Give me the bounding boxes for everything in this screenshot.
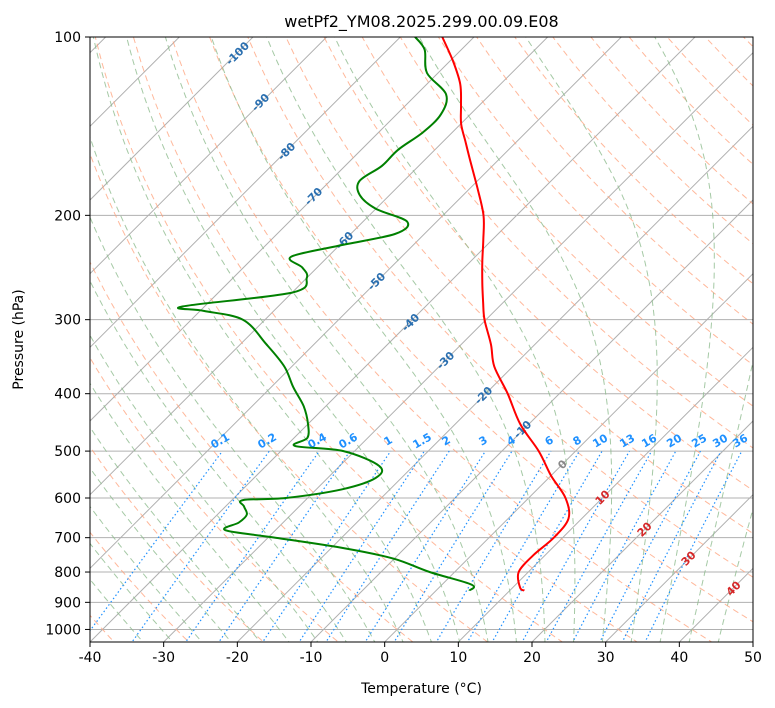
y-tick-label: 100 <box>54 30 81 46</box>
isotherm-line <box>90 37 254 201</box>
dry-adiabat-line <box>755 10 775 654</box>
isotherm-line <box>90 37 402 349</box>
y-axis-title: Pressure (hPa) <box>11 289 27 389</box>
y-tick-label: 800 <box>54 565 81 581</box>
mixing-ratio-line <box>545 450 653 642</box>
isotherm-line <box>0 10 59 654</box>
mixing-ratio-line <box>364 450 486 642</box>
dry-adiabat-line <box>132 37 638 642</box>
y-tick-label: 700 <box>54 531 81 547</box>
mixing-ratio-line <box>435 450 552 642</box>
moist-adiabat-line <box>90 279 347 642</box>
dry-adiabat-line <box>285 37 753 535</box>
y-tick-label: 500 <box>54 444 81 460</box>
mixing-ratio-line <box>572 450 677 642</box>
y-tick-label: 200 <box>54 208 81 224</box>
isotherm-line <box>310 199 753 642</box>
isotherm-line <box>90 37 181 128</box>
moist-adiabat-line <box>654 37 715 642</box>
isotherm-line <box>162 51 753 642</box>
isotherm-line <box>457 346 753 642</box>
dry-adiabat-line <box>90 152 489 642</box>
x-tick-label: 10 <box>449 650 467 666</box>
x-tick-label: -40 <box>79 650 102 666</box>
mixing-ratio-line <box>393 450 513 642</box>
y-tick-label: 400 <box>54 387 81 403</box>
isotherm-line <box>531 420 753 642</box>
dry-adiabat-line <box>170 37 713 642</box>
mixing-ratio-line <box>491 450 603 642</box>
background-lines <box>0 10 775 654</box>
mixing-ratio-line <box>298 450 425 642</box>
x-tick-label: -20 <box>226 650 249 666</box>
y-tick-label: 600 <box>54 491 81 507</box>
chart-title: wetPf2_YM08.2025.299.00.09.E08 <box>284 12 558 32</box>
moist-adiabat-line <box>90 382 290 642</box>
x-tick-label: -30 <box>152 650 175 666</box>
moist-adiabat-line <box>266 37 546 642</box>
y-tick-label: 300 <box>54 313 81 329</box>
dry-adiabat-line <box>90 446 265 642</box>
moist-adiabat-line <box>717 506 753 642</box>
dry-adiabat-line <box>209 37 753 623</box>
y-tick-label: 1000 <box>45 622 81 638</box>
moist-adiabat-line <box>418 37 613 642</box>
dry-adiabat-line <box>514 37 753 285</box>
dry-adiabat-line <box>94 37 564 642</box>
x-tick-label: -10 <box>300 650 323 666</box>
dry-adiabat-line <box>247 37 753 578</box>
plot-frame <box>89 36 754 643</box>
isotherm-line <box>90 37 549 496</box>
dry-adiabat-line <box>90 356 339 642</box>
x-tick-label: 0 <box>380 650 389 666</box>
dry-adiabat-line <box>476 37 753 325</box>
moist-adiabat-line <box>90 334 319 642</box>
mixing-ratio-line <box>325 450 450 642</box>
mixing-ratio-line <box>466 450 580 642</box>
x-axis-title: Temperature (°C) <box>360 681 482 697</box>
moist-adiabat-line <box>334 37 576 642</box>
dewpoint-line <box>177 37 475 592</box>
mixing-ratio-line <box>131 450 270 642</box>
dry-adiabat-line <box>361 37 753 449</box>
mixing-ratio-line <box>599 450 702 642</box>
dry-adiabat-line <box>90 260 414 642</box>
moist-adiabat-line <box>126 37 461 642</box>
x-tick-label: 50 <box>744 650 762 666</box>
mixing-ratio-line <box>262 450 392 642</box>
isotherm-line <box>90 37 623 570</box>
moist-adiabat-line <box>90 467 232 642</box>
isotherm-line <box>90 37 696 642</box>
temperature-line <box>441 37 571 592</box>
isotherm-line <box>90 37 328 275</box>
y-tick-label: 900 <box>54 595 81 611</box>
moist-adiabat-line <box>210 37 518 642</box>
moist-adiabat-line <box>164 37 489 642</box>
moist-adiabat-line <box>90 135 404 642</box>
dry-adiabat-line <box>323 37 753 491</box>
axes: -40 -30 -20 -10 0 10 20 30 40 50 100 200 300 400 500 60… <box>45 30 762 666</box>
moist-adiabat-line <box>688 358 753 642</box>
plot-background <box>90 37 753 642</box>
mixing-ratio-line <box>218 450 351 642</box>
moist-adiabat-line <box>525 37 658 642</box>
x-tick-label: 30 <box>597 650 615 666</box>
dry-adiabat-line <box>90 531 190 642</box>
isotherm-line <box>604 493 753 642</box>
moist-adiabat-line <box>92 37 432 642</box>
isotherm-line <box>90 37 475 422</box>
x-tick-label: 20 <box>523 650 541 666</box>
profile-series <box>177 37 571 592</box>
x-tick-label: 40 <box>670 650 688 666</box>
moist-adiabat-line <box>90 426 261 642</box>
isotherm-line <box>383 272 753 642</box>
